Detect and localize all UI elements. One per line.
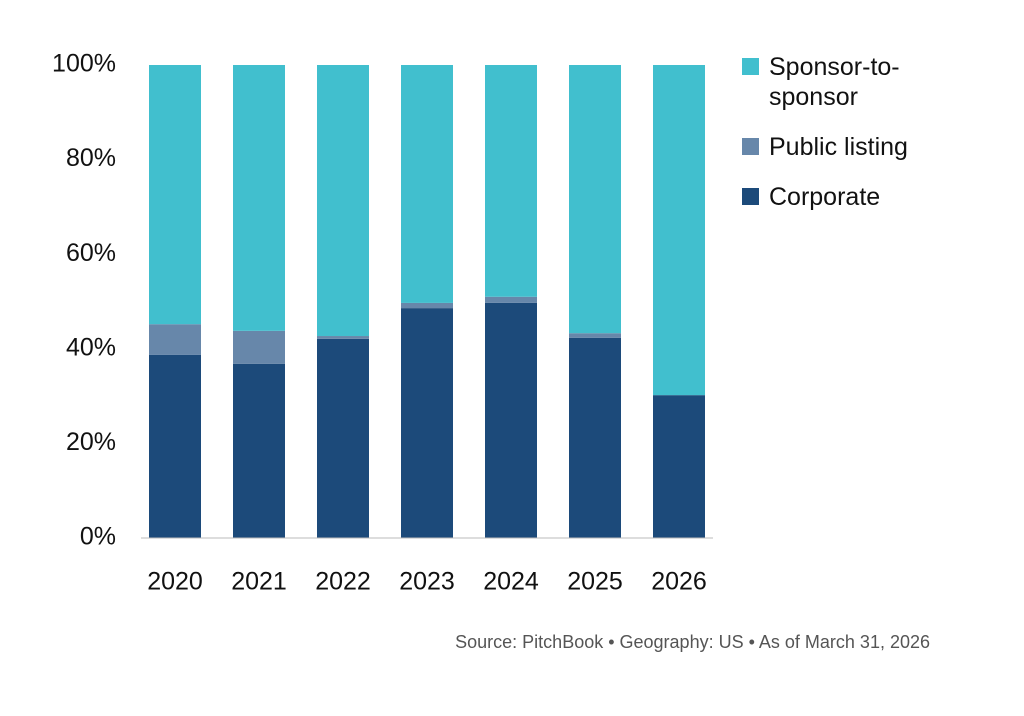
bar-segment xyxy=(149,354,201,538)
bar-segment xyxy=(149,324,201,355)
bar-segment xyxy=(653,395,705,538)
bar-segment xyxy=(569,333,621,338)
bar-segment xyxy=(317,336,369,339)
bar-segment xyxy=(485,65,537,297)
legend-swatch xyxy=(742,58,759,75)
x-tick-label: 2026 xyxy=(651,568,707,596)
x-tick-label: 2023 xyxy=(399,568,455,596)
bar-segment xyxy=(233,363,285,538)
bar-segment xyxy=(401,302,453,309)
x-tick-label: 2022 xyxy=(315,568,371,596)
legend-swatch xyxy=(742,138,759,155)
legend-item: Public listing xyxy=(742,132,942,162)
x-tick-label: 2021 xyxy=(231,568,287,596)
bar-segment xyxy=(401,308,453,538)
y-tick-label: 60% xyxy=(66,239,116,267)
y-tick-label: 80% xyxy=(66,144,116,172)
bar-segment xyxy=(233,330,285,364)
bar-segment xyxy=(569,337,621,538)
bar-segment xyxy=(485,296,537,303)
bar-segment xyxy=(401,65,453,303)
y-tick-label: 40% xyxy=(66,333,116,361)
x-tick-label: 2025 xyxy=(567,568,623,596)
y-tick-label: 20% xyxy=(66,428,116,456)
bar-segment xyxy=(485,302,537,538)
legend-item: Sponsor-to-sponsor xyxy=(742,52,942,112)
bar-segment xyxy=(569,65,621,334)
legend-label: Sponsor-to-sponsor xyxy=(769,53,900,111)
x-tick-label: 2024 xyxy=(483,568,539,596)
y-tick-label: 0% xyxy=(80,523,116,551)
x-tick-label: 2020 xyxy=(147,568,203,596)
legend-swatch xyxy=(742,188,759,205)
legend: Sponsor-to-sponsor Public listing Corporat… xyxy=(742,52,942,232)
legend-label: Corporate xyxy=(769,183,881,211)
bar-segment xyxy=(149,65,201,325)
source-note: Source: PitchBook • Geography: US • As o… xyxy=(455,632,930,652)
bar-segment xyxy=(317,338,369,538)
bar-segment xyxy=(317,65,369,337)
bar-segment xyxy=(233,65,285,331)
bar-segment xyxy=(653,65,705,396)
legend-label: Public listing xyxy=(769,133,908,161)
legend-item: Corporate xyxy=(742,182,942,212)
y-tick-label: 100% xyxy=(52,50,116,78)
